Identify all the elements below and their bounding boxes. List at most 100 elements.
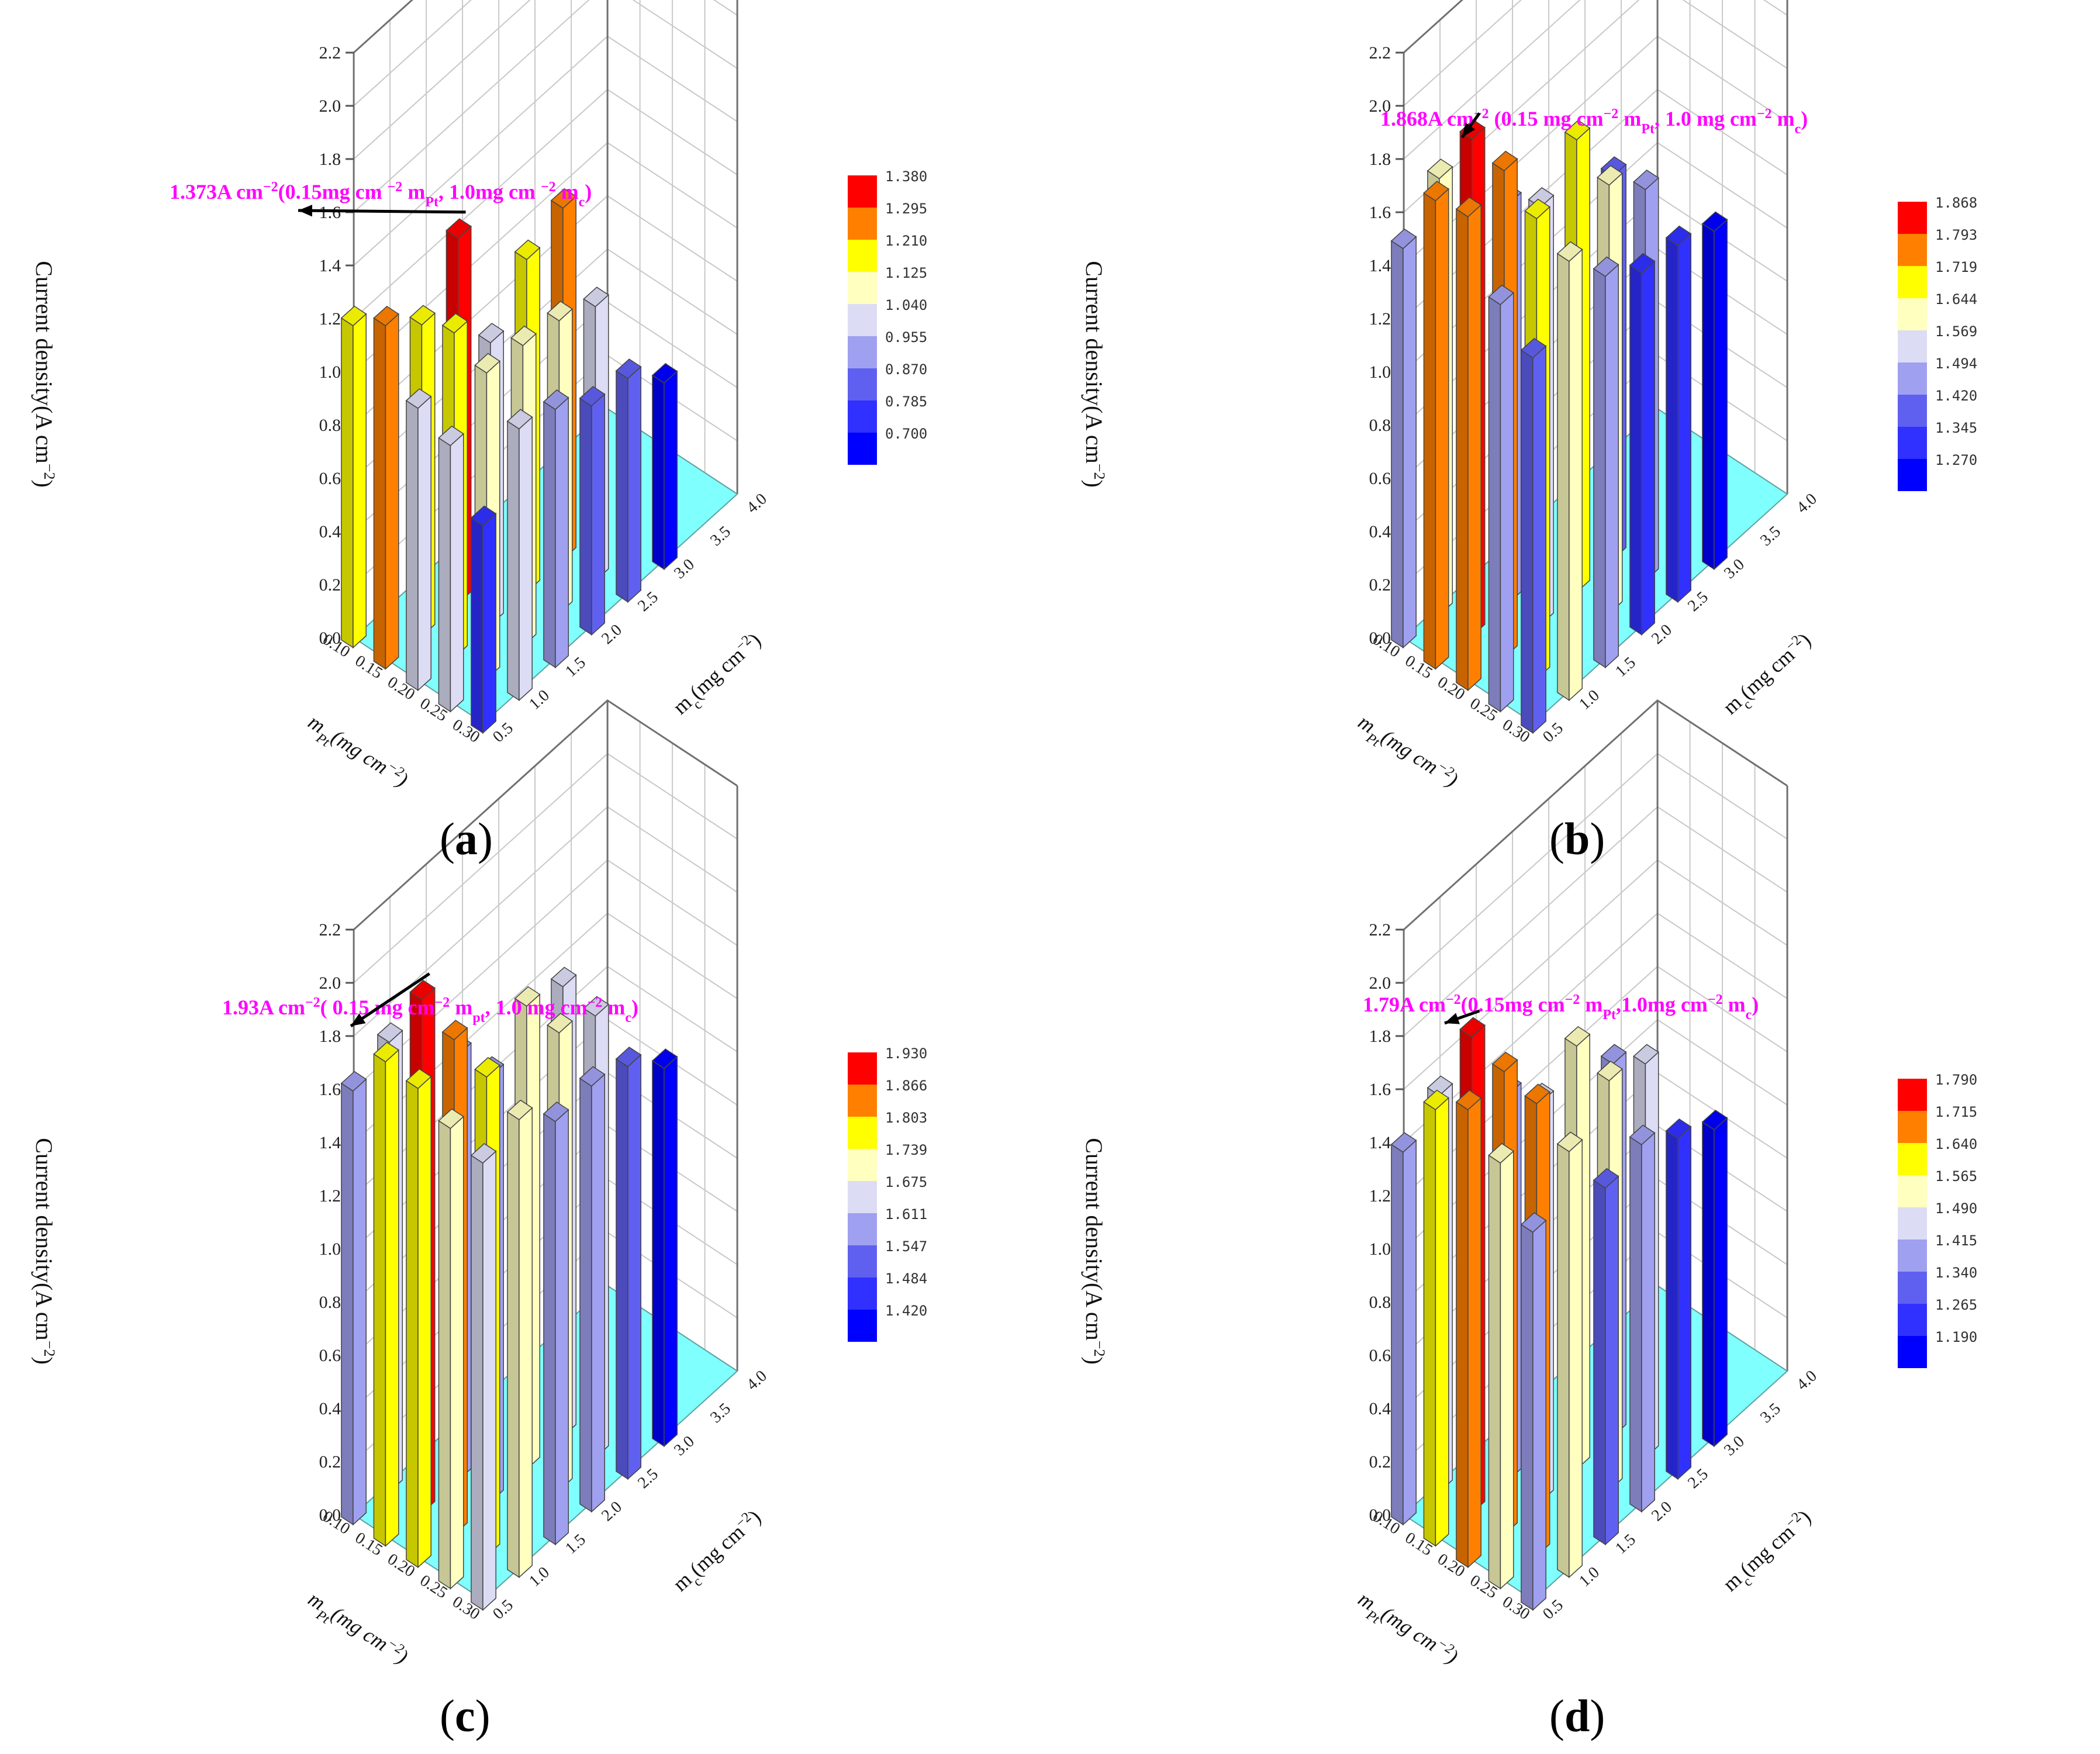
- legend-label: 1.715: [1935, 1104, 1977, 1120]
- z-axis-title: Current density(A cm−2): [1081, 261, 1108, 488]
- legend-swatch: [848, 208, 877, 240]
- bar: [1455, 1089, 1482, 1569]
- z-tick-label: 1.0: [1369, 1239, 1391, 1259]
- z-tick-label: 2.0: [1369, 973, 1391, 993]
- panel-label-b: (b): [1549, 813, 1605, 864]
- legend-label: 0.785: [885, 393, 927, 410]
- bar: [1701, 1109, 1728, 1448]
- legend-label: 1.547: [885, 1238, 927, 1255]
- bar: [543, 389, 569, 669]
- y-axis-title: mc(mg cm−2): [1718, 628, 1819, 724]
- legend-swatch: [848, 175, 877, 208]
- bar: [579, 386, 606, 636]
- legend-swatch: [848, 336, 877, 368]
- bar: [1629, 253, 1656, 636]
- legend-swatch: [848, 1149, 877, 1181]
- legend-label: 1.675: [885, 1174, 927, 1190]
- legend-label: 1.340: [1935, 1265, 1977, 1281]
- panel-label-d: (d): [1549, 1690, 1605, 1741]
- peak-annotation: 1.373A cm−2(0.15mg cm −2 mPt, 1.0mg cm −…: [170, 179, 592, 210]
- bar: [1665, 1118, 1692, 1480]
- z-tick-label: 1.6: [1369, 1080, 1391, 1099]
- legend-label: 1.569: [1935, 323, 1977, 340]
- y-tick-label: 4.0: [1793, 490, 1821, 517]
- z-tick-label: 1.6: [319, 1080, 341, 1099]
- legend-swatch: [1898, 1079, 1927, 1111]
- bar: [340, 305, 367, 649]
- legend-swatch: [848, 1117, 877, 1149]
- legend-label: 1.125: [885, 265, 927, 281]
- bar: [1556, 241, 1583, 702]
- bar: [615, 358, 642, 603]
- z-tick-label: 0.8: [319, 1293, 341, 1312]
- z-tick-label: 0.4: [319, 522, 341, 541]
- z-tick-label: 1.8: [1369, 150, 1391, 169]
- legend-swatch: [848, 272, 877, 304]
- z-tick-label: 0.4: [1369, 1399, 1391, 1418]
- bar: [1520, 337, 1547, 734]
- z-tick-label: 1.2: [319, 1186, 341, 1206]
- bar: [1701, 211, 1728, 571]
- legend-swatch: [848, 400, 877, 433]
- z-tick-labels: 0.0 0.2 0.4 0.6 0.8 1.0 1.2 1.4 1.6 1.8 2.0 2.2: [1369, 920, 1404, 1525]
- legend-swatch: [848, 1052, 877, 1085]
- z-tick-label: 1.4: [319, 1133, 341, 1152]
- z-tick-label: 2.2: [1369, 920, 1391, 940]
- z-tick-label: 1.0: [319, 1239, 341, 1259]
- z-tick-label: 1.6: [319, 203, 341, 222]
- y-axis-title: mc(mg cm−2): [668, 1505, 769, 1601]
- legend-swatch: [848, 1277, 877, 1310]
- legend-label: 1.739: [885, 1142, 927, 1158]
- z-tick-label: 0.2: [319, 575, 341, 595]
- bar: [506, 409, 533, 702]
- bar: [1455, 196, 1482, 692]
- legend-label: 1.930: [885, 1045, 927, 1062]
- legend-label: 1.380: [885, 168, 927, 185]
- z-axis-title: Current density(A cm−2): [31, 1138, 58, 1365]
- z-tick-label: 0.8: [1369, 1293, 1391, 1312]
- bar: [543, 1101, 569, 1546]
- z-tick-label: 2.0: [319, 973, 341, 993]
- legend-swatch: [848, 1213, 877, 1245]
- y-tick-label: 3.5: [707, 523, 734, 550]
- z-tick-label: 2.2: [319, 43, 341, 63]
- bar: [1629, 1124, 1656, 1513]
- chart-panel-b: 0.00.20.40.60.81.01.21.41.61.82.02.20.10…: [1081, 0, 1977, 792]
- z-tick-label: 0.6: [319, 1346, 341, 1365]
- legend-swatch: [1898, 362, 1927, 395]
- z-tick-label: 0.2: [1369, 575, 1391, 595]
- bar: [615, 1047, 642, 1480]
- legend-swatch: [1898, 1175, 1927, 1207]
- z-tick-label: 0.0: [1369, 1506, 1391, 1525]
- legend-label: 1.793: [1935, 227, 1977, 243]
- legend-swatch: [1898, 266, 1927, 298]
- y-tick-label: 4.0: [1793, 1367, 1821, 1394]
- z-tick-label: 0.6: [1369, 1346, 1391, 1365]
- panel-label-c: (c): [440, 1690, 491, 1741]
- annotation-arrow: [1460, 112, 1481, 139]
- legend-label: 0.700: [885, 426, 927, 442]
- y-tick-label: 4.0: [743, 490, 771, 517]
- z-tick-label: 2.0: [1369, 96, 1391, 116]
- legend-swatch: [848, 304, 877, 336]
- z-tick-label: 0.6: [1369, 469, 1391, 488]
- legend-label: 1.866: [885, 1078, 927, 1094]
- bar: [1593, 256, 1619, 669]
- z-tick-label: 1.0: [1369, 362, 1391, 382]
- legend-label: 1.484: [885, 1270, 927, 1287]
- bar: [1488, 284, 1514, 713]
- bar: [470, 1143, 497, 1611]
- legend-swatch: [1898, 1207, 1927, 1239]
- z-tick-label: 0.8: [1369, 416, 1391, 435]
- z-tick-label: 0.0: [1369, 629, 1391, 648]
- z-tick-label: 0.6: [319, 469, 341, 488]
- z-tick-label: 1.4: [1369, 256, 1391, 275]
- z-tick-labels: 0.0 0.2 0.4 0.6 0.8 1.0 1.2 1.4 1.6 1.8 2.0 2.2: [319, 920, 354, 1525]
- legend-swatch: [1898, 298, 1927, 330]
- bars: [1390, 119, 1728, 734]
- legend-label: 1.494: [1935, 355, 1977, 372]
- z-tick-label: 1.2: [319, 309, 341, 329]
- z-tick-label: 0.0: [319, 629, 341, 648]
- legend-swatch: [1898, 234, 1927, 266]
